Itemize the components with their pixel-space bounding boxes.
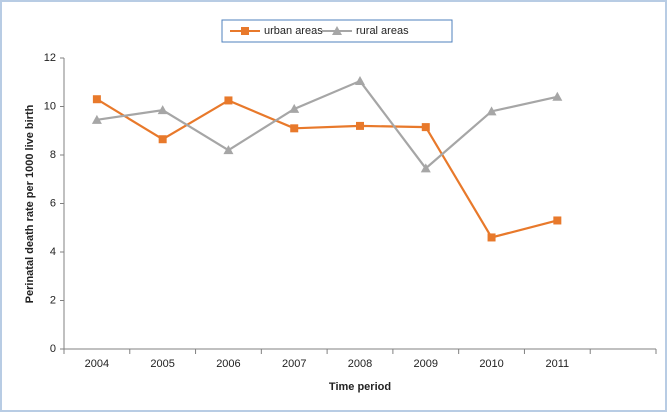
marker <box>332 26 342 35</box>
y-tick-label: 4 <box>50 246 56 258</box>
x-tick-label: 2011 <box>546 358 570 370</box>
marker <box>421 123 430 132</box>
marker <box>486 106 497 116</box>
marker <box>157 105 168 115</box>
marker <box>356 121 364 130</box>
marker <box>224 96 233 105</box>
marker <box>91 114 102 124</box>
y-tick-label: 6 <box>50 197 56 209</box>
y-axis-title: Perinatal death rate per 1000 live birth <box>24 104 36 303</box>
marker <box>552 91 563 101</box>
y-tick-label: 12 <box>44 52 56 64</box>
y-tick-label: 8 <box>50 149 56 161</box>
x-tick-label: 2004 <box>85 358 109 370</box>
legend-label: urban areas <box>264 25 323 37</box>
x-tick-label: 2009 <box>414 358 438 370</box>
marker <box>241 27 249 35</box>
x-tick-label: 2007 <box>282 358 306 370</box>
series-line <box>96 79 558 170</box>
x-tick-label: 2006 <box>216 358 240 370</box>
x-axis-title: Time period <box>329 381 391 393</box>
legend-label: rural areas <box>356 25 409 37</box>
marker <box>158 135 167 144</box>
series-line <box>96 98 558 239</box>
marker <box>420 163 431 173</box>
y-tick-label: 0 <box>50 343 56 355</box>
x-tick-label: 2005 <box>150 358 174 370</box>
marker <box>355 76 365 86</box>
marker <box>223 145 234 155</box>
x-tick-label: 2008 <box>348 358 372 370</box>
y-tick-label: 10 <box>44 100 56 112</box>
y-tick-label: 2 <box>50 294 56 306</box>
marker <box>487 233 496 242</box>
marker <box>92 95 101 104</box>
marker <box>290 124 299 133</box>
marker <box>289 103 300 113</box>
marker <box>553 216 562 225</box>
x-tick-label: 2010 <box>479 358 503 370</box>
